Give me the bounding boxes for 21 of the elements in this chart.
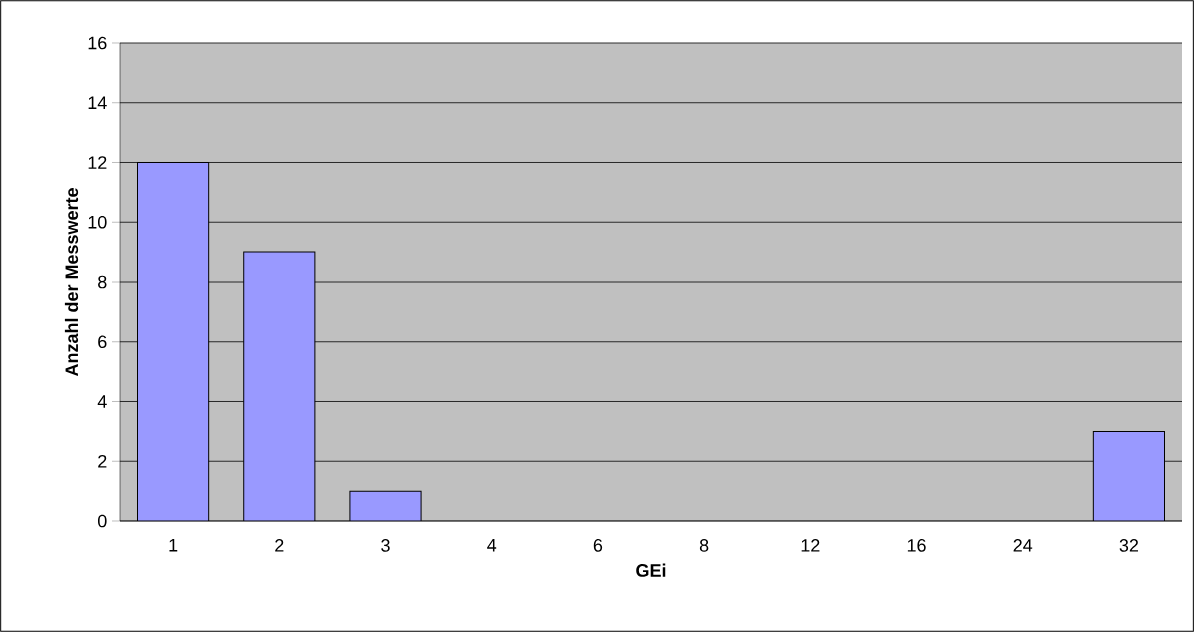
x-tick-label: 1 bbox=[169, 539, 178, 552]
y-tick-label: 12 bbox=[88, 156, 107, 169]
x-tick-label: 24 bbox=[1013, 539, 1033, 552]
y-axis-title: Anzahl der Messwerte bbox=[64, 188, 79, 377]
y-tick-label: 0 bbox=[97, 514, 107, 528]
x-tick-label: 3 bbox=[381, 539, 390, 552]
y-tick-label: 16 bbox=[88, 36, 107, 50]
y-tick-label: 2 bbox=[98, 454, 107, 468]
x-axis-title: GEi bbox=[636, 563, 666, 577]
x-tick-label: 16 bbox=[907, 539, 926, 552]
y-tick-label: 8 bbox=[98, 275, 107, 289]
x-tick-label: 6 bbox=[593, 539, 603, 552]
x-tick-label: 2 bbox=[275, 539, 284, 552]
x-tick-label: 12 bbox=[801, 539, 820, 552]
y-tick-label: 14 bbox=[88, 96, 107, 109]
x-tick-label: 32 bbox=[1119, 539, 1139, 552]
y-tick-label: 6 bbox=[98, 335, 107, 349]
y-tick-label: 10 bbox=[88, 215, 107, 229]
x-tick-label: 4 bbox=[487, 539, 497, 552]
x-tick-label: 8 bbox=[699, 539, 709, 552]
y-tick-label: 4 bbox=[97, 395, 107, 408]
